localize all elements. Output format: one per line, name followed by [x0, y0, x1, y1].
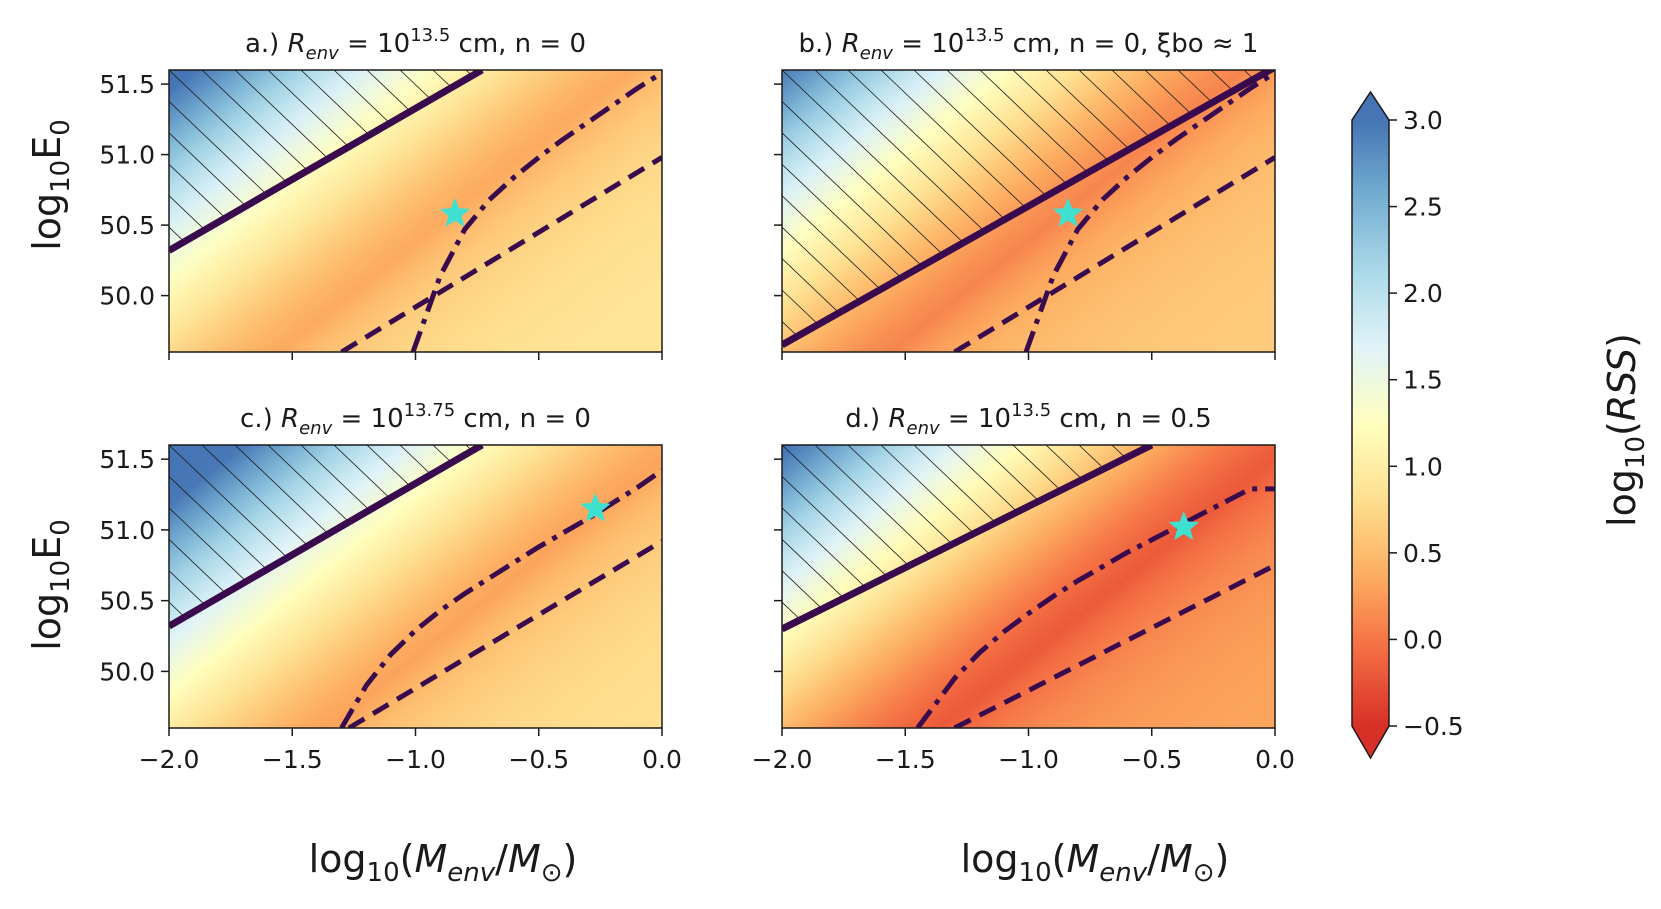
panel-title-d: d.) Renv = 1013.5 cm, n = 0.5 [845, 400, 1211, 439]
y-tick-label-c-3: 51.5 [99, 445, 155, 474]
x-tick-label-d-3: −0.5 [1121, 745, 1182, 774]
panel-title-c: c.) Renv = 1013.75 cm, n = 0 [240, 400, 591, 439]
x-tick-label-c-3: −0.5 [508, 745, 569, 774]
y-tick-label-a-3: 51.5 [99, 70, 155, 99]
colorbar-tick-label-4: 1.0 [1403, 452, 1443, 481]
colorbar-tick-label-3: 1.5 [1403, 366, 1443, 395]
dashed-line-b [953, 155, 1275, 352]
solid-line-b [782, 70, 1275, 348]
y-axis-label-top: log10E0 [25, 119, 76, 251]
x-axis-label-right: log10(Menv/M⊙) [961, 837, 1230, 888]
panel-title-a: a.) Renv = 1013.5 cm, n = 0 [245, 25, 586, 64]
x-tick-label-d-1: −1.5 [875, 745, 936, 774]
panel-c: −2.0 −1.5 −1.0 −0.5 0.0 50.0 50.5 51.0 51.5 c.) R… [99, 400, 682, 774]
colorbar-tick-label-5: 0.5 [1403, 539, 1443, 568]
x-tick-label-c-0: −2.0 [139, 745, 200, 774]
dashdot-curve-c [339, 468, 662, 728]
x-tick-label-d-2: −1.0 [998, 745, 1059, 774]
y-tick-label-a-0: 50.0 [99, 282, 155, 311]
solid-line-d [782, 445, 1154, 633]
colorbar-extend-bottom [1352, 726, 1389, 758]
colorbar-tick-label-0: 3.0 [1403, 106, 1443, 135]
x-tick-label-d-4: 0.0 [1255, 745, 1295, 774]
labels-layer: log10E0 log10E0 log10(Menv/M⊙) log10(Men… [25, 119, 1651, 888]
best-fit-star-c [580, 492, 611, 522]
x-tick-label-c-4: 0.0 [642, 745, 682, 774]
panel-d: −2.0 −1.5 −1.0 −0.5 0.0 d.) Renv = 1013.5 cm,… [752, 400, 1295, 774]
y-tick-label-a-2: 51.0 [99, 141, 155, 170]
y-tick-label-c-1: 50.5 [99, 587, 155, 616]
x-tick-label-c-2: −1.0 [385, 745, 446, 774]
panel-b: b.) Renv = 1013.5 cm, n = 0, ξbo ≈ 1 [774, 25, 1276, 360]
dashdot-curve-d [915, 486, 1275, 728]
y-axis-label-bottom: log10E0 [25, 519, 76, 651]
panel-a: 50.0 50.5 51.0 51.5 a.) Renv = 1013.5 cm, n … [99, 25, 663, 360]
y-tick-label-c-2: 51.0 [99, 516, 155, 545]
best-fit-star-b [1052, 197, 1084, 227]
colorbar-body [1352, 120, 1389, 726]
colorbar: 3.0 2.5 2.0 1.5 1.0 0.5 0.0 −0.5 [1351, 90, 1464, 760]
colorbar-tick-label-1: 2.5 [1403, 193, 1443, 222]
y-tick-label-c-0: 50.0 [99, 657, 155, 686]
x-axis-label-left: log10(Menv/M⊙) [309, 837, 578, 888]
dashed-line-d [953, 563, 1275, 728]
colorbar-label: log10(RSS) [1600, 333, 1651, 527]
solid-line-a [169, 70, 484, 254]
colorbar-tick-label-7: −0.5 [1403, 712, 1464, 741]
x-tick-label-c-1: −1.5 [262, 745, 323, 774]
solid-line-c [169, 445, 484, 630]
dashed-line-a [340, 155, 662, 352]
colorbar-extend-top [1352, 92, 1389, 120]
x-tick-label-d-0: −2.0 [752, 745, 813, 774]
best-fit-star-a [439, 197, 471, 227]
best-fit-star-d [1168, 511, 1199, 540]
colorbar-tick-label-2: 2.0 [1403, 279, 1443, 308]
colorbar-tick-label-6: 0.0 [1403, 625, 1443, 654]
heatmap-d [782, 445, 1275, 728]
dashed-line-c [347, 539, 662, 728]
panel-title-b: b.) Renv = 1013.5 cm, n = 0, ξbo ≈ 1 [799, 25, 1259, 64]
panels-layer: 50.0 50.5 51.0 51.5 a.) Renv = 1013.5 cm, n … [99, 25, 1295, 774]
y-tick-label-a-1: 50.5 [99, 211, 155, 240]
